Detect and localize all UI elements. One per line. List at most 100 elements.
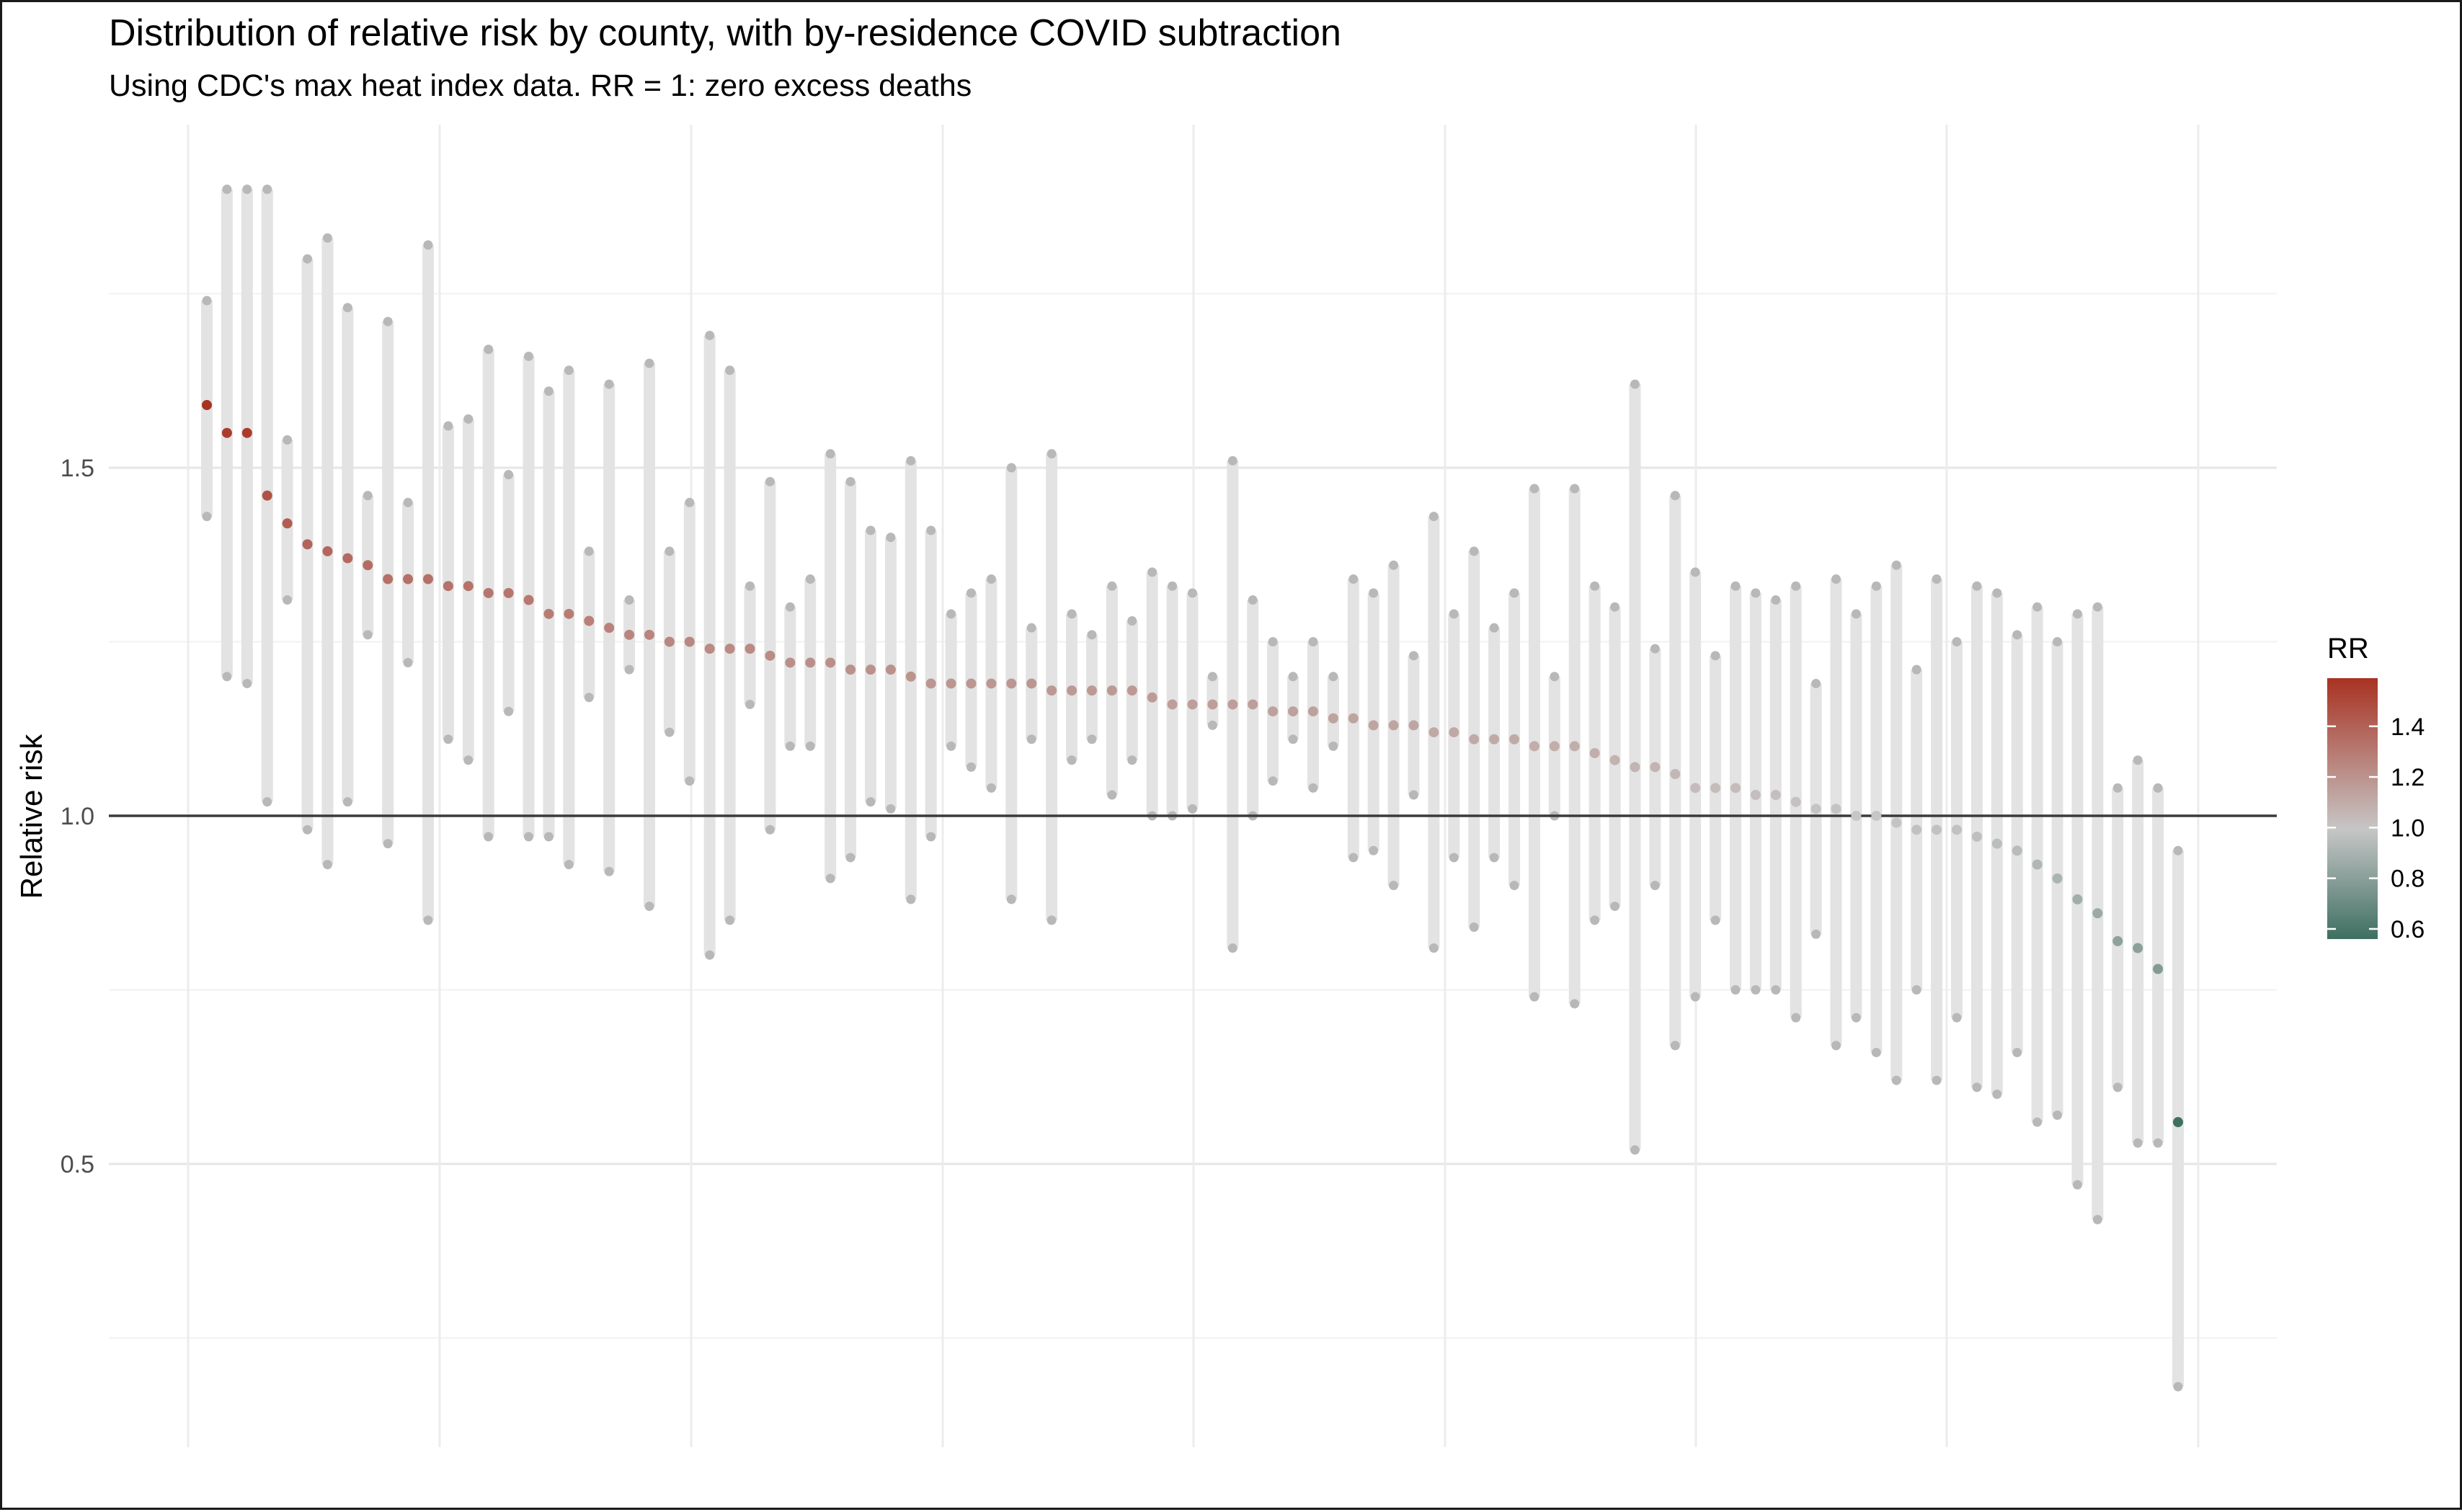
ci-upper-point xyxy=(1408,651,1418,661)
ci-upper-point xyxy=(1428,512,1439,522)
ci-upper-point xyxy=(946,609,956,619)
ci-lower-point xyxy=(926,832,936,842)
ci-upper-point xyxy=(383,316,393,326)
ci-upper-point xyxy=(2092,602,2102,612)
ci-lower-point xyxy=(1932,1075,1942,1085)
ci-lower-point xyxy=(644,902,654,912)
rr-point xyxy=(503,587,514,598)
ci-upper-point xyxy=(845,476,856,486)
rr-point xyxy=(483,587,494,598)
rr-point xyxy=(1971,831,1982,842)
ci-lower-point xyxy=(322,860,332,870)
ci-lower-point xyxy=(1911,985,1921,995)
rr-point xyxy=(1851,811,1862,821)
ci-lower-point xyxy=(745,699,755,709)
ci-lower-point xyxy=(2153,1138,2163,1148)
rr-point xyxy=(342,553,353,564)
rr-point xyxy=(1831,804,1841,814)
legend: RR 0.6 0.8 1.0 1.2 1.4 xyxy=(2327,633,2425,943)
ci-upper-point xyxy=(584,546,594,556)
rr-point xyxy=(2173,1117,2183,1128)
ci-upper-point xyxy=(2012,630,2022,640)
rr-point xyxy=(1730,783,1741,793)
rr-point xyxy=(241,427,252,438)
ci-lower-point xyxy=(825,873,835,884)
ci-lower-point xyxy=(2012,1047,2022,1057)
ci-upper-point xyxy=(1227,455,1237,466)
ci-upper-point xyxy=(222,184,232,195)
ci-upper-point xyxy=(765,476,775,486)
ci-lower-point xyxy=(1771,985,1781,995)
ci-upper-point xyxy=(725,365,735,375)
ci-lower-point xyxy=(1710,915,1720,925)
ci-upper-point xyxy=(1992,588,2002,598)
ci-upper-point xyxy=(1751,588,1761,598)
ci-lower-point xyxy=(1630,1145,1640,1155)
rr-point xyxy=(1147,692,1157,703)
ci-upper-point xyxy=(805,574,815,584)
rr-point xyxy=(2012,845,2022,856)
ci-lower-point xyxy=(403,657,413,667)
rr-point xyxy=(845,664,856,675)
rr-point xyxy=(403,574,414,584)
ci-lower-point xyxy=(1207,720,1217,730)
ci-upper-point xyxy=(665,546,675,556)
rr-point xyxy=(1307,706,1318,717)
rr-point xyxy=(564,608,574,619)
rr-point xyxy=(1328,713,1338,724)
rr-point xyxy=(825,657,836,668)
ci-upper-point xyxy=(1972,581,1982,591)
ci-upper-point xyxy=(644,358,654,368)
ci-lower-point xyxy=(222,672,232,682)
ci-upper-point xyxy=(1288,672,1298,682)
ci-lower-point xyxy=(423,915,433,925)
ci-upper-point xyxy=(1550,672,1560,682)
ci-upper-point xyxy=(1328,672,1338,682)
rr-point xyxy=(2092,908,2103,919)
rr-point xyxy=(1630,762,1640,773)
chart-title: Distribution of relative risk by county,… xyxy=(109,12,1341,54)
ci-lower-point xyxy=(1650,881,1660,891)
ci-lower-point xyxy=(524,832,534,842)
rr-point xyxy=(966,678,977,689)
ci-upper-point xyxy=(504,470,514,480)
ci-upper-point xyxy=(1911,664,1921,675)
ci-lower-point xyxy=(1871,1047,1881,1057)
ci-upper-point xyxy=(1046,449,1057,459)
rr-point xyxy=(745,644,755,654)
ci-lower-point xyxy=(1268,776,1278,786)
ci-upper-point xyxy=(886,533,896,543)
rr-point xyxy=(463,581,474,592)
rr-point xyxy=(865,664,876,675)
ci-upper-point xyxy=(242,184,252,195)
rr-point xyxy=(905,671,916,682)
ci-lower-point xyxy=(1992,1089,2002,1099)
ci-upper-point xyxy=(2153,783,2163,793)
legend-ticks: 0.6 0.8 1.0 1.2 1.4 xyxy=(2327,713,2425,943)
rr-point xyxy=(1106,685,1117,696)
legend-tick-label: 0.6 xyxy=(2391,916,2425,943)
ci-lower-point xyxy=(1952,1013,1962,1023)
ci-upper-point xyxy=(283,435,293,445)
rr-point xyxy=(805,657,816,668)
ci-lower-point xyxy=(1026,734,1036,744)
ci-upper-point xyxy=(1188,588,1197,598)
ci-upper-point xyxy=(906,455,916,466)
ci-upper-point xyxy=(423,240,433,250)
ci-lower-point xyxy=(1570,999,1580,1009)
ci-upper-point xyxy=(543,386,554,396)
rr-point xyxy=(1871,811,1882,821)
ci-lower-point xyxy=(1369,845,1379,855)
rr-point xyxy=(2112,935,2123,946)
ci-lower-point xyxy=(262,797,272,807)
rr-point xyxy=(1067,685,1077,696)
ci-lower-point xyxy=(504,706,514,716)
rr-points xyxy=(202,400,2183,1128)
ci-upper-point xyxy=(2053,637,2063,646)
ci-lower-point xyxy=(906,894,916,904)
ci-upper-point xyxy=(745,581,755,591)
rr-point xyxy=(2072,894,2083,904)
ci-lower-point xyxy=(624,664,634,675)
ci-upper-point xyxy=(1710,651,1720,661)
rr-point xyxy=(1227,699,1238,710)
